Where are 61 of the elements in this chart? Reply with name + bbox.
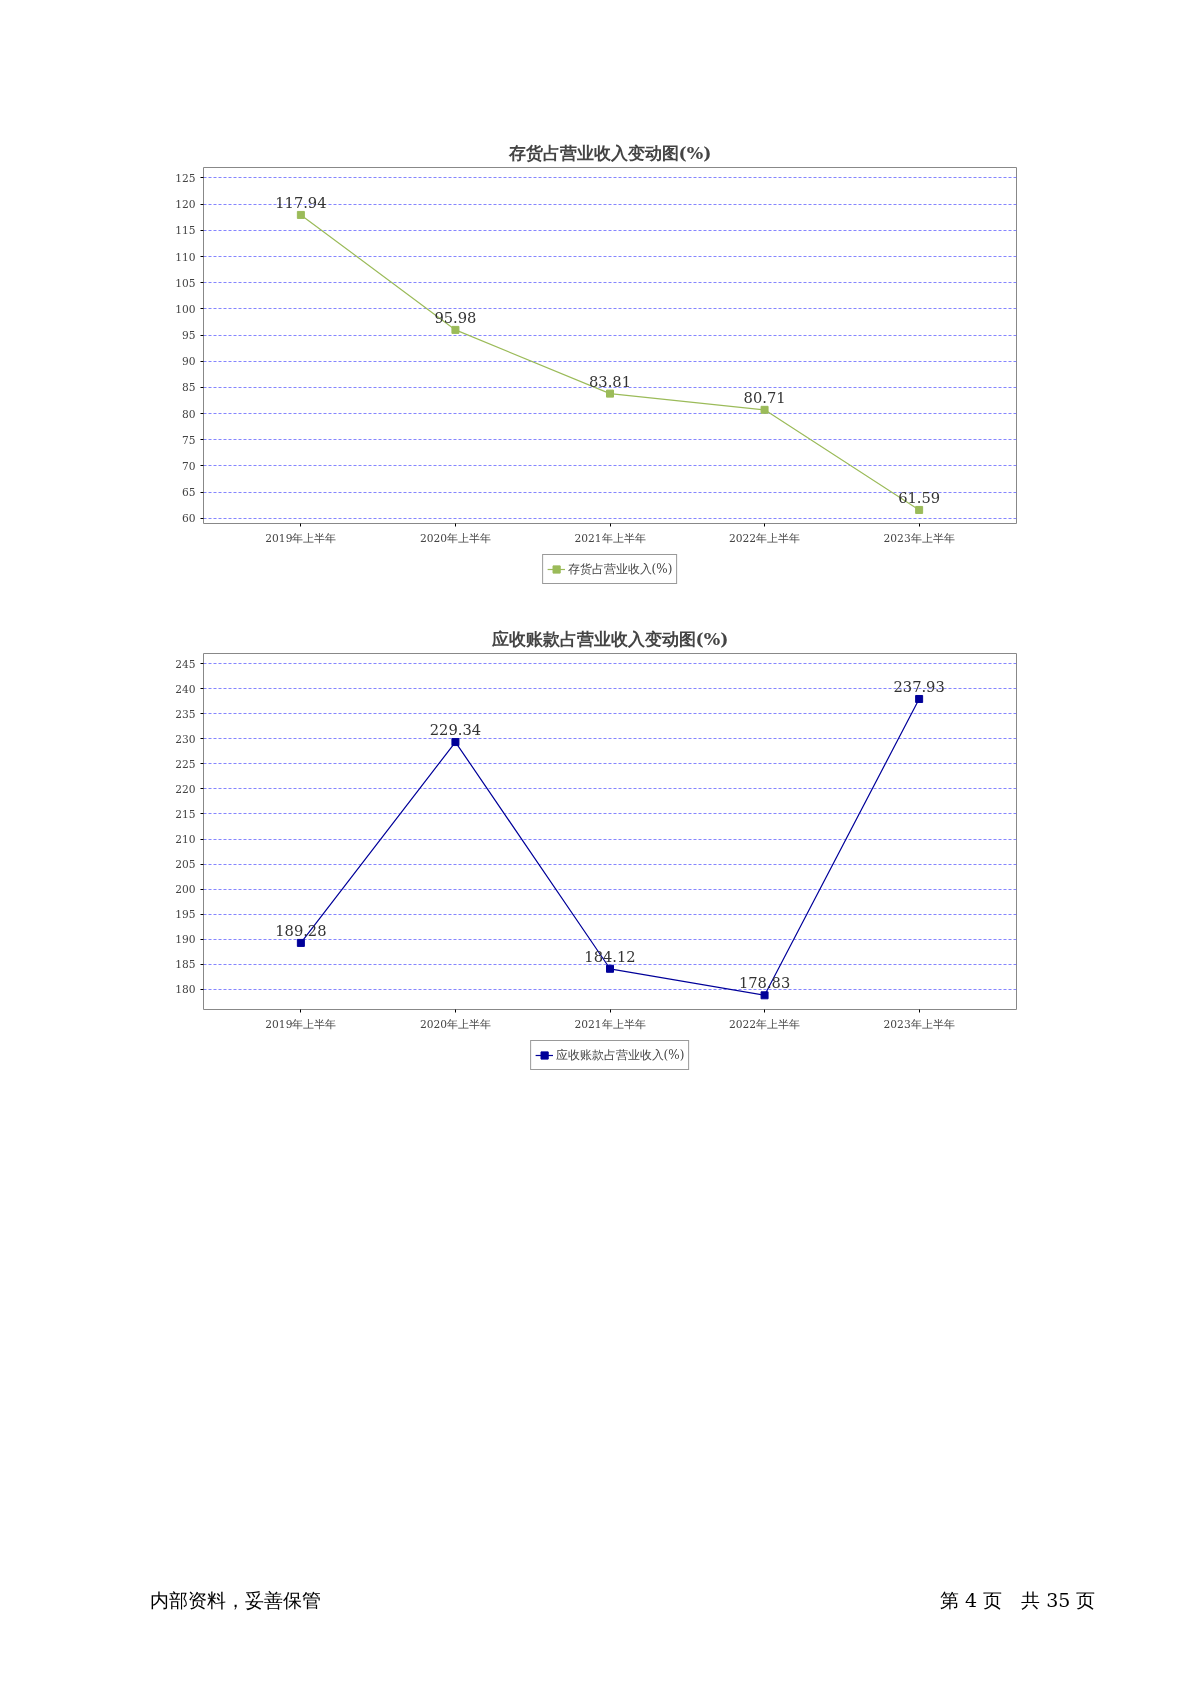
y-tick-label: 210 (175, 833, 196, 847)
data-label: 117.94 (275, 193, 327, 211)
y-tick-label: 70 (181, 459, 196, 473)
y-tick-label: 100 (175, 302, 196, 316)
text: 内部资料，妥善保管 (150, 1588, 321, 1613)
point (296, 210, 305, 219)
x-tick-label: 2020年上半年 (419, 531, 491, 545)
x-tick-label: 2021年上半年 (574, 531, 646, 545)
y-tick-label: 95 (181, 329, 196, 343)
y-tick-label: 85 (181, 381, 196, 395)
y-tick-label: 80 (181, 407, 196, 421)
y-tick-label: 125 (175, 171, 196, 185)
chart-title: 存货占营业收入变动图(%) (507, 142, 712, 163)
point (296, 938, 305, 947)
data-label: 80.71 (743, 388, 786, 406)
x-tick-label: 2020年上半年 (419, 1017, 491, 1031)
y-tick-label: 120 (175, 198, 196, 212)
x-tick-label: 2023年上半年 (883, 1017, 955, 1031)
y-tick-label: 75 (181, 433, 196, 447)
y-tick-label: 60 (181, 512, 196, 526)
point (451, 325, 460, 334)
data-label: 61.59 (898, 488, 941, 506)
y-tick-label: 185 (175, 958, 196, 972)
y-tick-label: 200 (175, 883, 196, 897)
point (606, 964, 614, 973)
y-tick-label: 90 (181, 355, 196, 369)
x-tick-label: 2021年上半年 (574, 1017, 646, 1031)
y-tick-label: 65 (181, 486, 196, 500)
y-tick-label: 205 (175, 858, 196, 872)
legend-label: 存货占营业收入(%) (567, 560, 673, 578)
data-label: 95.98 (434, 308, 477, 326)
y-tick-label: 195 (175, 908, 196, 922)
data-label: 229.34 (429, 721, 482, 739)
point (451, 738, 460, 747)
y-tick-label: 230 (175, 732, 196, 746)
y-tick-label: 225 (175, 757, 196, 771)
point (915, 505, 924, 514)
point (606, 389, 614, 398)
y-tick-label: 245 (175, 657, 196, 671)
x-tick-label: 2022年上半年 (729, 531, 801, 545)
y-tick-label: 115 (175, 224, 196, 238)
point (915, 694, 924, 703)
y-tick-label: 220 (175, 782, 196, 796)
point (760, 405, 769, 414)
y-tick-label: 180 (175, 983, 196, 997)
y-tick-label: 215 (175, 807, 196, 821)
text: 第 4 页 共 35 页 (940, 1588, 1096, 1613)
y-tick-label: 190 (175, 933, 196, 947)
y-tick-label: 235 (175, 707, 196, 721)
x-tick-label: 2019年上半年 (265, 1017, 337, 1031)
data-label: 83.81 (589, 372, 631, 390)
point (760, 991, 769, 1000)
x-tick-label: 2019年上半年 (265, 531, 337, 545)
y-tick-label: 240 (175, 682, 196, 696)
y-tick-label: 105 (175, 276, 196, 290)
x-tick-label: 2022年上半年 (729, 1017, 801, 1031)
chart-title: 应收账款占营业收入变动图(%) (490, 628, 729, 649)
x-tick-label: 2023年上半年 (883, 531, 955, 545)
y-tick-label: 110 (175, 250, 196, 264)
legend-label: 应收账款占营业收入(%) (555, 1046, 685, 1064)
data-label: 237.93 (893, 677, 945, 695)
